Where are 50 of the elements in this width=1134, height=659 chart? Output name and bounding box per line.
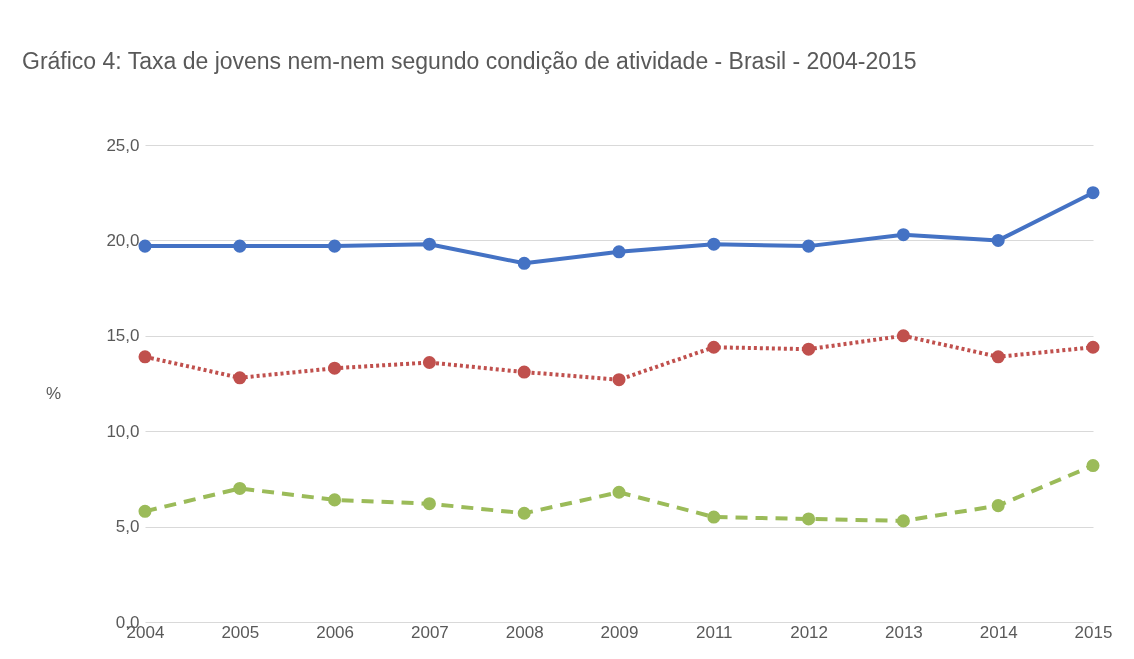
point: [802, 239, 816, 253]
x-tick-label: 2014: [979, 622, 1018, 642]
x-tick-label: 2007: [410, 622, 449, 642]
x-tick-label: 2006: [316, 622, 355, 642]
y-tick-label: 25,0: [106, 135, 140, 155]
x-tick-label: 2005: [221, 622, 260, 642]
point: [138, 504, 152, 518]
point: [517, 365, 531, 379]
point: [1086, 186, 1100, 200]
point: [328, 361, 342, 375]
point: [896, 514, 910, 528]
x-tick-label: 2008: [505, 622, 544, 642]
point: [1086, 459, 1100, 473]
point: [896, 329, 910, 343]
y-tick-label: 10,0: [106, 421, 140, 441]
point: [233, 481, 247, 495]
point: [517, 256, 531, 270]
point: [328, 239, 342, 253]
point: [802, 342, 816, 356]
y-tick-label: 5,0: [115, 517, 140, 537]
point: [707, 510, 721, 524]
point: [138, 239, 152, 253]
point: [422, 497, 436, 511]
point: [138, 350, 152, 364]
point: [612, 485, 626, 499]
point: [233, 371, 247, 385]
x-tick-label: 2015: [1074, 622, 1113, 642]
point: [517, 506, 531, 520]
chart-title: Gráfico 4: Taxa de jovens nem-nem segundo condição de atividade - Brasil - 2004-2015: [22, 48, 917, 74]
point: [233, 239, 247, 253]
point: [707, 340, 721, 354]
point: [612, 373, 626, 387]
x-tick-label: 2012: [790, 622, 829, 642]
point: [991, 233, 1005, 247]
point: [991, 350, 1005, 364]
point: [328, 493, 342, 507]
y-tick-label: 20,0: [106, 230, 140, 250]
point: [991, 499, 1005, 513]
point: [707, 237, 721, 251]
point: [1086, 340, 1100, 354]
y-axis-title: %: [45, 383, 62, 403]
point: [422, 237, 436, 251]
point: [612, 245, 626, 259]
point: [802, 512, 816, 526]
point: [422, 356, 436, 370]
x-tick-label: 2009: [600, 622, 639, 642]
x-tick-label: 2011: [696, 622, 733, 642]
point: [896, 228, 910, 242]
y-tick-label: 15,0: [106, 326, 140, 346]
x-tick-label: 2013: [884, 622, 923, 642]
